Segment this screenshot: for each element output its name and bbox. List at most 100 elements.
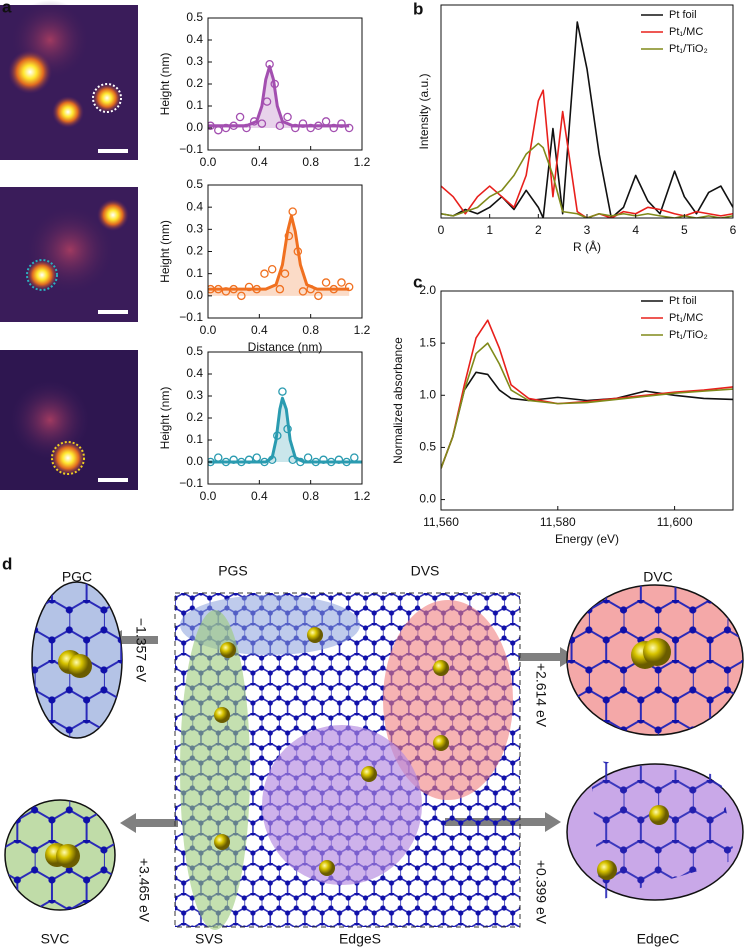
- region-label: SVC: [41, 931, 70, 947]
- x-tick-label: 4: [632, 223, 639, 237]
- series-line: [441, 21, 733, 218]
- x-tick-label: 0.8: [302, 323, 319, 337]
- legend-label: Pt₁/MC: [669, 312, 703, 324]
- series-line: [441, 142, 733, 218]
- data-point: [314, 291, 323, 301]
- legend-label: Pt foil: [669, 9, 697, 21]
- fit-area: [208, 398, 362, 462]
- stem-image: [0, 350, 138, 490]
- y-tick-label: 0.5: [419, 440, 436, 454]
- panel-label: c: [413, 272, 422, 291]
- y-axis-label: Normalized absorbance: [391, 337, 405, 464]
- panel-label: b: [413, 0, 423, 18]
- energy-label: +2.614 eV: [533, 663, 549, 728]
- y-tick-label: 0.5: [186, 10, 203, 24]
- data-point: [275, 121, 285, 131]
- y-tick-label: 0.3: [186, 388, 203, 402]
- data-point: [321, 278, 331, 287]
- y-tick-label: 0.4: [186, 199, 203, 213]
- stem-image: [0, 187, 138, 322]
- y-tick-label: 0.2: [186, 410, 203, 424]
- plot-area: [208, 59, 354, 135]
- axes-frame: [440, 290, 734, 511]
- stem-image: [0, 0, 138, 160]
- data-point: [267, 264, 277, 274]
- x-axis-label: R (Å): [573, 239, 601, 254]
- region-label: PGC: [62, 569, 92, 585]
- chart: 0.0 0.4 0.8 1.2−0.10.00.10.20.30.40.5Height…: [158, 344, 370, 503]
- y-tick-label: 1.0: [419, 387, 436, 401]
- fit-line: [208, 64, 350, 128]
- dvs-region: [383, 600, 513, 800]
- fit-line: [208, 396, 362, 464]
- y-tick-label: −0.1: [179, 476, 203, 490]
- x-tick-label: 0.0: [200, 155, 217, 169]
- x-tick-label: 0: [438, 223, 445, 237]
- x-tick-label: 5: [681, 223, 688, 237]
- x-tick-label: 11,580: [540, 515, 576, 529]
- energy-label: +0.399 eV: [533, 860, 549, 925]
- region-label: PGS: [218, 563, 248, 579]
- y-axis-label: Height (nm): [158, 220, 172, 283]
- x-tick-label: 0.0: [200, 489, 217, 503]
- x-tick-label: 1: [486, 223, 493, 237]
- plot-area: [208, 387, 362, 467]
- data-point: [288, 207, 297, 216]
- diagram: [4, 581, 744, 930]
- x-tick-label: 11,600: [657, 515, 693, 529]
- data-point: [298, 287, 308, 296]
- x-tick-label: 0.0: [200, 323, 217, 337]
- y-tick-label: 0.4: [186, 366, 203, 380]
- y-tick-label: 2.0: [419, 283, 436, 297]
- legend-label: Pt₁/MC: [669, 26, 703, 38]
- y-tick-label: −0.1: [179, 142, 203, 156]
- energy-label: +3.465 eV: [136, 858, 152, 923]
- data-point: [283, 112, 292, 122]
- y-tick-label: 0.4: [186, 32, 203, 46]
- x-tick-label: 0.8: [302, 489, 319, 503]
- legend-label: Pt foil: [669, 295, 697, 307]
- y-tick-label: −0.1: [179, 310, 203, 324]
- data-point: [278, 387, 287, 396]
- legend-label: Pt₁/TiO₂: [669, 43, 708, 55]
- chart: 11,560 11,580 11,600 0.0 0.5 1.0 1.5 2.0 Energy …: [391, 283, 734, 546]
- y-tick-label: 0.0: [186, 120, 203, 134]
- y-tick-label: 0.1: [186, 432, 203, 446]
- y-tick-label: 0.2: [186, 76, 203, 90]
- fit-line: [208, 214, 350, 291]
- y-tick-label: 0.0: [186, 454, 203, 468]
- y-tick-label: 0.3: [186, 54, 203, 68]
- y-axis-label: Intensity (a.u.): [417, 73, 431, 149]
- lattice-border: [174, 592, 521, 928]
- y-tick-label: 0.2: [186, 244, 203, 258]
- pt-atoms: [214, 627, 449, 876]
- region-label: SVS: [195, 931, 223, 947]
- panel-label: a: [2, 0, 12, 16]
- data-point: [237, 291, 246, 301]
- x-tick-label: 1.2: [354, 323, 371, 337]
- x-tick-label: 11,560: [423, 515, 459, 529]
- chart: 0.0 0.4 0.8 1.2−0.10.00.10.20.30.40.5Distan…: [158, 177, 370, 354]
- axes-frame: [207, 17, 363, 151]
- data-point: [257, 119, 267, 128]
- data-point: [337, 278, 346, 287]
- series-line: [441, 342, 733, 469]
- x-tick-label: 0.8: [302, 155, 319, 169]
- series-line: [441, 371, 733, 469]
- data-point: [350, 453, 359, 462]
- region-label: EdgeS: [339, 931, 381, 947]
- y-axis-label: Height (nm): [158, 387, 172, 450]
- svs-region: [180, 610, 250, 930]
- series-line: [441, 89, 733, 218]
- fit-area: [208, 66, 350, 128]
- x-tick-label: 0.4: [251, 155, 268, 169]
- y-tick-label: 0.5: [186, 177, 203, 191]
- x-tick-label: 3: [584, 223, 591, 237]
- series-line: [441, 319, 733, 469]
- edgec-lattice: [590, 760, 735, 900]
- plot-area: [441, 21, 733, 218]
- x-tick-label: 0.4: [251, 489, 268, 503]
- panel-label: d: [2, 554, 12, 573]
- data-point: [280, 269, 290, 278]
